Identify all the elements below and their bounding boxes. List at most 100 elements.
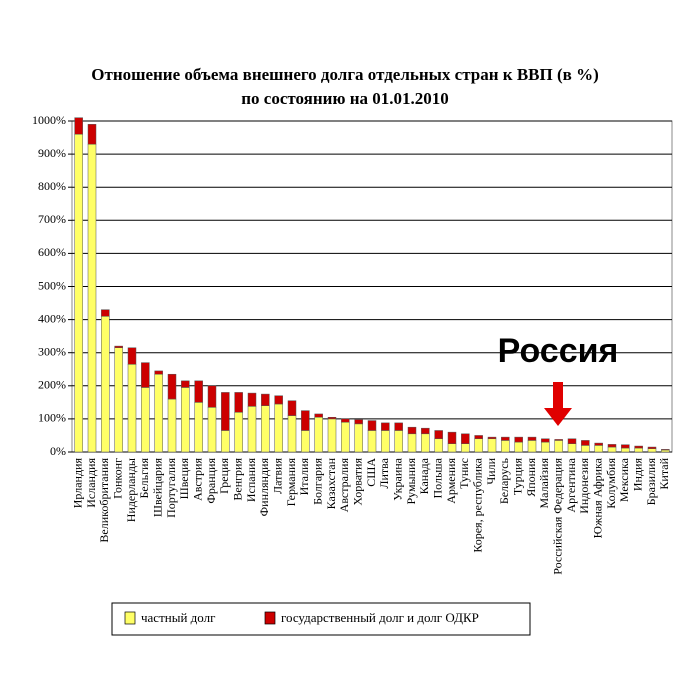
- bar-segment: [287, 415, 297, 453]
- x-tick-label: Гонконг: [110, 458, 124, 499]
- bar-segment: [154, 373, 163, 453]
- x-tick-label: Колумбия: [604, 458, 618, 509]
- x-tick-label: Канада: [417, 457, 431, 494]
- bar-segment: [354, 419, 363, 425]
- x-tick-label: Великобритания: [97, 458, 111, 543]
- chart-subtitle: по состоянию на 01.01.2010: [241, 89, 449, 108]
- legend-box: [111, 602, 531, 636]
- bar-segment: [634, 447, 643, 453]
- bar-segment: [327, 418, 337, 453]
- bar-segment: [114, 347, 123, 453]
- bar-segment: [407, 433, 417, 453]
- bar-segment: [247, 392, 257, 407]
- bar-segment: [407, 426, 417, 435]
- x-tick-label: Хорватия: [350, 458, 364, 506]
- bar-segment: [461, 443, 470, 453]
- bar-segment: [261, 405, 270, 453]
- x-tick-label: Чили: [484, 457, 498, 484]
- bar-segment: [487, 436, 497, 440]
- bar-segment: [101, 309, 110, 317]
- bar-segment: [234, 392, 243, 413]
- bar-segment: [554, 439, 563, 441]
- bar-segment: [287, 400, 297, 416]
- bar-segment: [194, 402, 203, 453]
- x-tick-label: Малайзия: [537, 458, 551, 509]
- chart-title: Отношение объема внешнего долга отдельны…: [91, 65, 599, 84]
- bar-segment: [74, 117, 83, 135]
- bar-segment: [394, 422, 403, 431]
- bar-segment: [274, 395, 283, 405]
- bar-segment: [581, 445, 590, 453]
- y-tick-label: 300%: [38, 344, 66, 358]
- y-tick-label: 100%: [38, 411, 66, 425]
- x-tick-label: Австрия: [190, 458, 204, 501]
- x-tick-label: Испания: [244, 458, 258, 503]
- y-tick-label: 900%: [38, 146, 66, 160]
- x-tick-label: Российская Федерация: [550, 458, 564, 575]
- bar-segment: [421, 433, 430, 453]
- bar-segment: [514, 441, 523, 453]
- x-tick-label: США: [364, 458, 378, 487]
- x-tick-label: Мексика: [617, 457, 631, 502]
- x-tick-label: Венгрия: [230, 458, 244, 501]
- bar-segment: [527, 440, 537, 453]
- bar-segment: [434, 438, 443, 453]
- bar-segment: [394, 430, 403, 453]
- x-tick-label: Корея, республика: [470, 457, 484, 552]
- bar-segment: [127, 364, 137, 453]
- bar-segment: [167, 373, 177, 400]
- x-tick-label: Индонезия: [577, 458, 591, 514]
- y-tick-label: 500%: [38, 278, 66, 292]
- y-tick-label: 700%: [38, 212, 66, 226]
- bar-segment: [487, 438, 497, 453]
- bar-segment: [514, 436, 523, 443]
- bar-segment: [474, 438, 483, 453]
- bar-segment: [447, 443, 457, 453]
- bar-segment: [181, 387, 190, 453]
- legend-swatch: [124, 611, 136, 625]
- x-tick-label: Финляндия: [257, 458, 271, 517]
- x-tick-label: Нидерланды: [124, 458, 138, 522]
- x-tick-label: Польша: [430, 457, 444, 498]
- bar-segment: [221, 430, 230, 453]
- x-tick-label: Румыния: [404, 458, 418, 505]
- bar-segment: [141, 362, 150, 388]
- x-tick-label: Бельгия: [137, 458, 151, 499]
- bar-segment: [567, 438, 577, 444]
- legend-swatch: [264, 611, 276, 625]
- bar-segment: [527, 436, 537, 441]
- x-tick-label: Исландия: [84, 458, 98, 508]
- x-tick-label: Болгария: [310, 458, 324, 505]
- bar-segment: [247, 406, 257, 453]
- bar-segment: [381, 430, 390, 453]
- bar-segment: [301, 410, 310, 431]
- bar-segment: [114, 345, 123, 348]
- bar-segment: [474, 435, 483, 440]
- x-tick-label: Аргентина: [564, 457, 578, 512]
- bar-segment: [221, 392, 230, 431]
- x-tick-label: Армения: [444, 458, 458, 504]
- x-tick-label: Турция: [510, 458, 524, 496]
- bar-segment: [634, 445, 643, 449]
- bar-segment: [647, 448, 657, 453]
- x-tick-label: Китай: [657, 457, 671, 489]
- bar-segment: [661, 449, 670, 453]
- bar-segment: [541, 438, 550, 443]
- bar-segment: [367, 420, 377, 431]
- bar-segment: [594, 445, 603, 453]
- y-tick-label: 600%: [38, 245, 66, 259]
- x-tick-label: Казахстан: [324, 457, 338, 509]
- x-tick-label: Япония: [524, 458, 538, 497]
- annotation: Россия: [498, 332, 619, 370]
- x-tick-label: Австралия: [337, 458, 351, 513]
- x-tick-label: Индия: [630, 458, 644, 492]
- bar-segment: [541, 441, 550, 453]
- x-tick-label: Тунис: [457, 458, 471, 489]
- bar-segment: [421, 427, 430, 435]
- bar-segment: [87, 143, 97, 453]
- bar-segment: [301, 430, 310, 453]
- bar-segment: [181, 380, 190, 388]
- y-tick-label: 800%: [38, 179, 66, 193]
- bar-segment: [207, 385, 217, 408]
- bar-segment: [314, 416, 323, 453]
